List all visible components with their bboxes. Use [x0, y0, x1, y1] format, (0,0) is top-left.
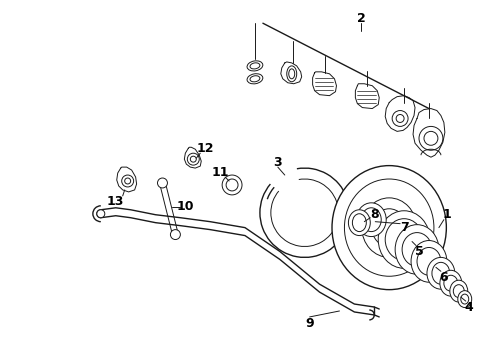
Ellipse shape — [427, 257, 455, 289]
Text: 4: 4 — [465, 301, 473, 314]
Ellipse shape — [378, 211, 430, 268]
Text: 7: 7 — [400, 221, 409, 234]
Ellipse shape — [458, 291, 472, 307]
Polygon shape — [385, 96, 415, 131]
Circle shape — [97, 210, 105, 218]
Text: 12: 12 — [196, 142, 214, 155]
Text: 8: 8 — [370, 208, 379, 221]
Text: 11: 11 — [211, 166, 229, 179]
Ellipse shape — [356, 203, 386, 237]
Text: 2: 2 — [357, 12, 366, 25]
Polygon shape — [281, 62, 302, 84]
Text: 3: 3 — [273, 156, 282, 168]
Polygon shape — [117, 167, 137, 192]
Text: 5: 5 — [415, 245, 423, 258]
Text: 6: 6 — [440, 271, 448, 284]
Polygon shape — [413, 109, 445, 157]
Polygon shape — [184, 147, 201, 168]
Circle shape — [171, 230, 180, 239]
Ellipse shape — [247, 74, 263, 84]
Ellipse shape — [247, 61, 263, 71]
Text: 9: 9 — [305, 318, 314, 330]
Text: 13: 13 — [107, 195, 124, 208]
Ellipse shape — [395, 225, 439, 274]
Text: 1: 1 — [442, 208, 451, 221]
Circle shape — [157, 178, 168, 188]
Polygon shape — [355, 84, 379, 109]
Circle shape — [222, 175, 242, 195]
Ellipse shape — [348, 210, 370, 235]
Ellipse shape — [411, 240, 447, 282]
Polygon shape — [313, 72, 337, 96]
Ellipse shape — [332, 166, 446, 290]
Ellipse shape — [440, 270, 462, 296]
Ellipse shape — [450, 280, 468, 302]
Text: 10: 10 — [176, 200, 194, 213]
